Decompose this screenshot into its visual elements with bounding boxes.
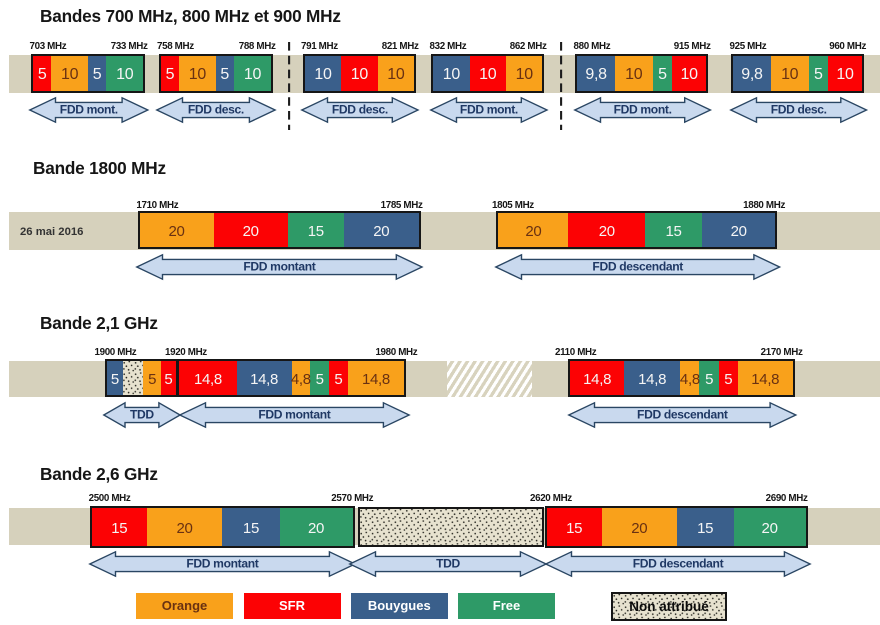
svg-text:FDD montant: FDD montant	[244, 259, 316, 273]
svg-text:TDD: TDD	[130, 408, 154, 422]
svg-text:FDD desc.: FDD desc.	[332, 102, 388, 116]
svg-text:FDD mont.: FDD mont.	[60, 102, 118, 116]
svg-text:FDD descendant: FDD descendant	[637, 408, 728, 422]
svg-text:FDD mont.: FDD mont.	[613, 102, 671, 116]
svg-text:FDD descendant: FDD descendant	[633, 556, 724, 570]
svg-text:FDD montant: FDD montant	[187, 556, 259, 570]
svg-text:TDD: TDD	[436, 556, 460, 570]
svg-text:FDD desc.: FDD desc.	[188, 102, 244, 116]
svg-text:FDD descendant: FDD descendant	[593, 259, 684, 273]
svg-text:FDD montant: FDD montant	[258, 408, 330, 422]
svg-text:FDD mont.: FDD mont.	[459, 102, 517, 116]
svg-text:FDD desc.: FDD desc.	[770, 102, 826, 116]
